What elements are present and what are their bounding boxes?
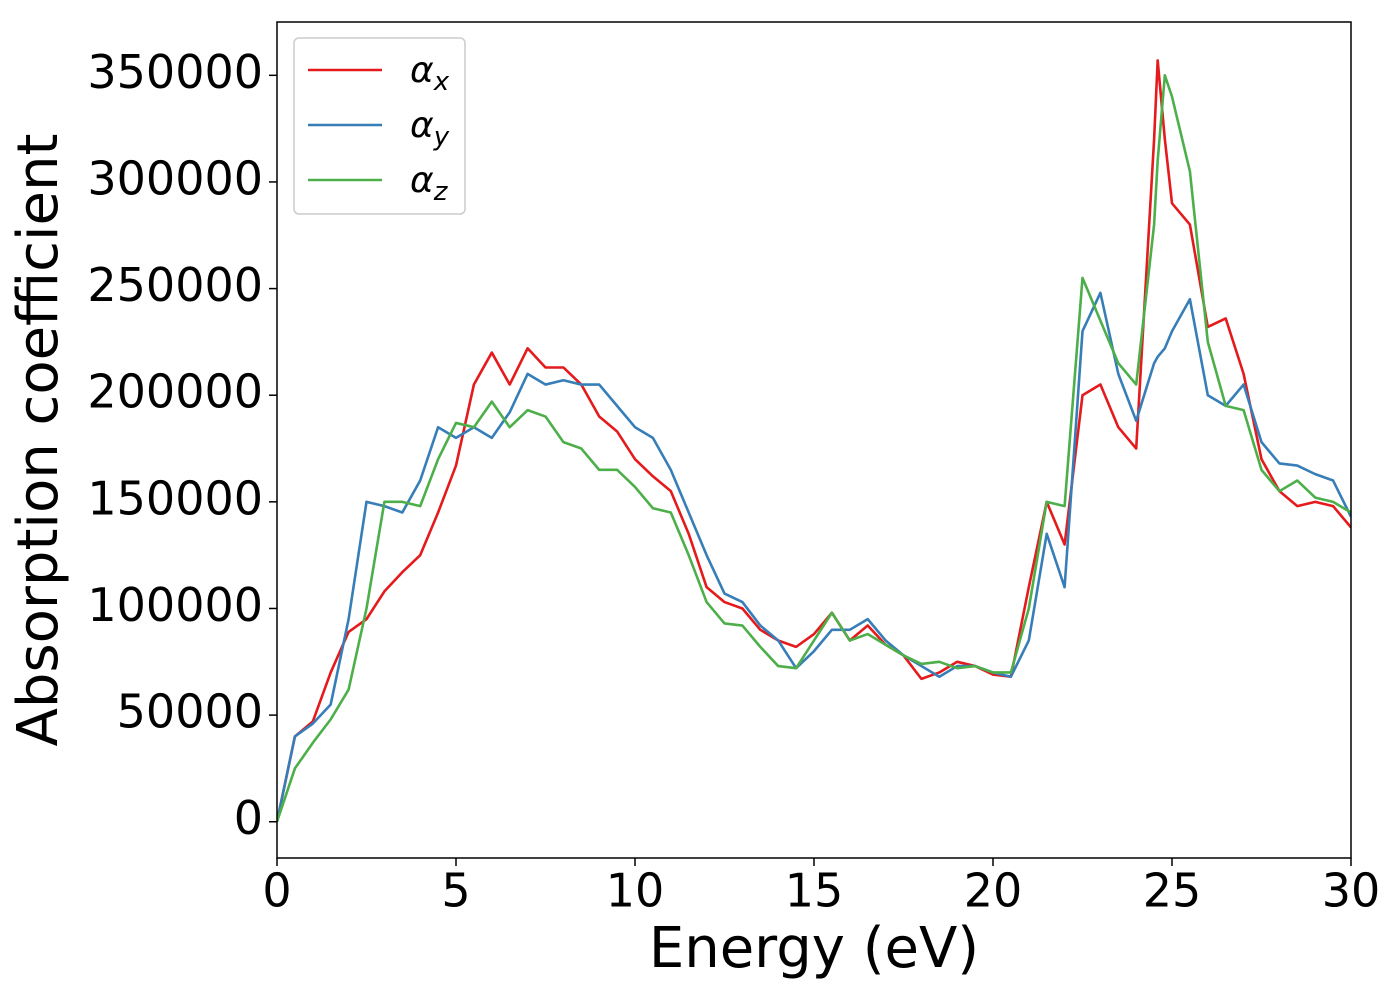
y-tick-label: 200000 xyxy=(87,365,263,419)
y-tick-label: 100000 xyxy=(87,578,263,632)
legend-label: αy xyxy=(410,105,450,152)
y-tick-label: 250000 xyxy=(87,258,263,312)
y-tick-label: 150000 xyxy=(87,471,263,525)
data-line xyxy=(277,291,1351,823)
x-tick-label: 5 xyxy=(441,864,470,918)
y-tick-label: 300000 xyxy=(87,151,263,205)
legend-label: αx xyxy=(410,50,450,97)
data-line xyxy=(277,74,1351,823)
x-tick-label: 30 xyxy=(1322,864,1381,918)
plot-frame xyxy=(276,21,1352,859)
y-tick-label: 0 xyxy=(234,791,263,845)
legend-label: αz xyxy=(410,160,449,207)
x-tick-label: 0 xyxy=(262,864,291,918)
x-tick-label: 15 xyxy=(785,864,844,918)
x-tick-label: 10 xyxy=(606,864,665,918)
x-tick-label: 25 xyxy=(1143,864,1202,918)
y-tick-label: 50000 xyxy=(117,685,263,739)
y-axis-label: Absorption coefficient xyxy=(6,134,71,747)
x-tick-label: 20 xyxy=(964,864,1023,918)
y-tick-label: 350000 xyxy=(87,45,263,99)
x-axis-label: Energy (eV) xyxy=(649,916,979,981)
